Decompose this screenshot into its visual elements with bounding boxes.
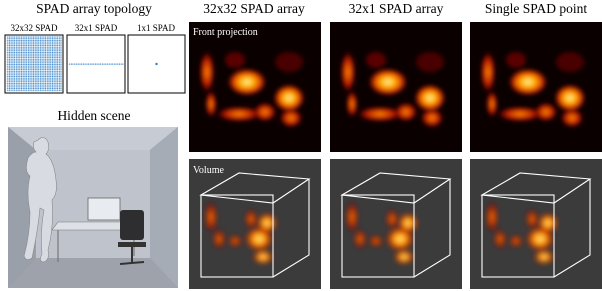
figure: SPAD array topology 32x32 SPAD 32x1 SPAD… <box>0 0 602 291</box>
single-dot <box>155 63 157 65</box>
front-image <box>470 22 602 152</box>
row-label: Volume <box>193 165 224 176</box>
dot-grid <box>7 37 62 92</box>
column-title: 32x1 SPAD array <box>349 1 444 16</box>
volume-image <box>189 159 321 289</box>
topology-label: 32x1 SPAD <box>75 23 118 33</box>
volume-image <box>470 159 602 289</box>
topology-label: 32x32 SPAD <box>11 23 58 33</box>
topology-label: 1x1 SPAD <box>137 23 175 33</box>
scene-image <box>8 127 178 288</box>
front-image <box>330 22 462 152</box>
row-label: Front projection <box>193 27 258 38</box>
column-title: Single SPAD point <box>485 1 588 16</box>
volume-image <box>330 159 462 289</box>
scene-title: Hidden scene <box>57 108 130 123</box>
topology-title: SPAD array topology <box>36 1 152 16</box>
front-image <box>189 22 321 152</box>
dot-row <box>69 63 124 65</box>
column-title: 32x32 SPAD array <box>203 1 305 16</box>
